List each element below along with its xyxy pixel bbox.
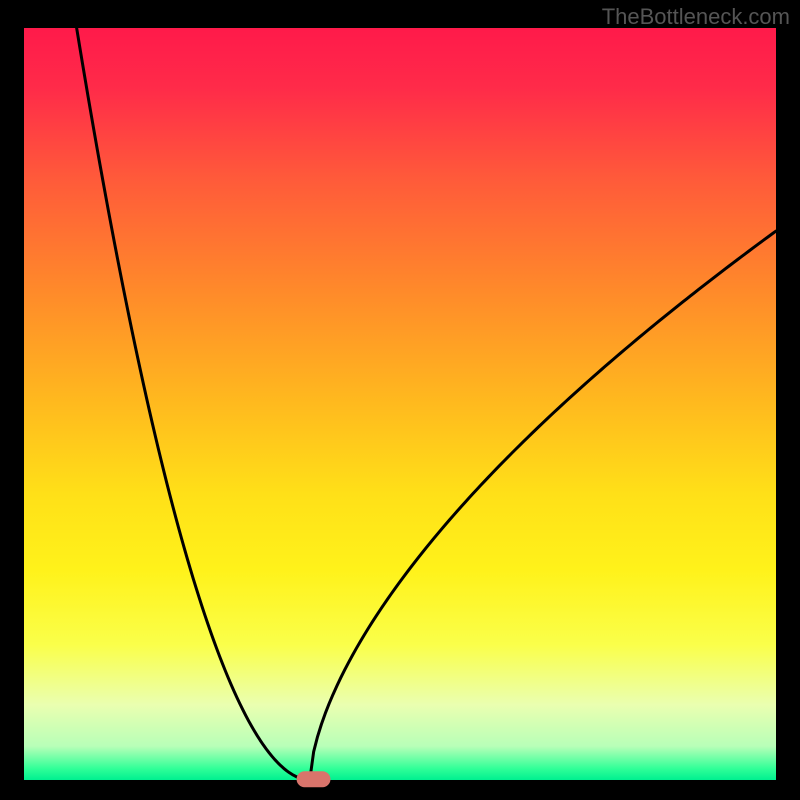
chart-container: TheBottleneck.com <box>0 0 800 800</box>
watermark-text: TheBottleneck.com <box>602 4 790 30</box>
minimum-marker <box>297 771 331 787</box>
chart-svg <box>0 0 800 800</box>
plot-background <box>24 28 776 780</box>
